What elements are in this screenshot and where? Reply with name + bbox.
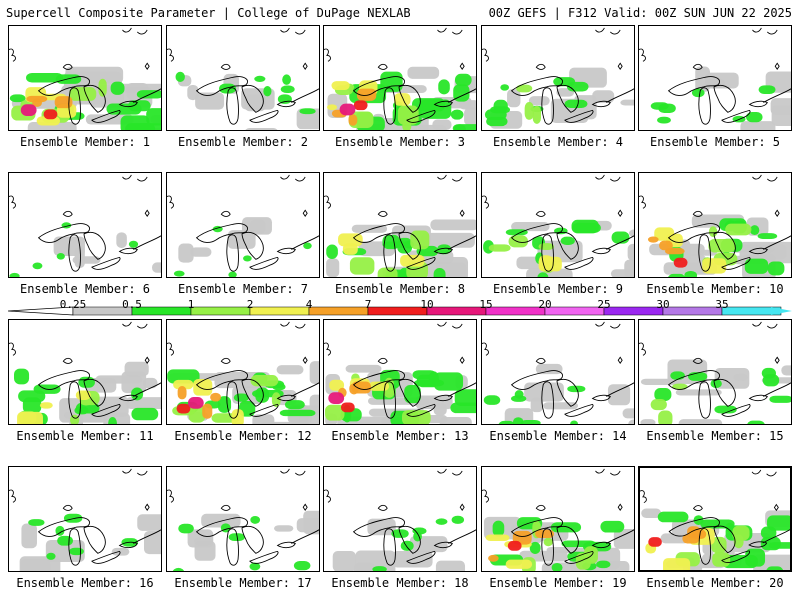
colorbar-tick-label: 10 xyxy=(420,298,434,311)
ensemble-map-20[interactable] xyxy=(638,466,792,572)
colorbar-segment xyxy=(662,306,723,316)
great-lakes-outline xyxy=(482,27,634,125)
ensemble-member-label: Ensemble Member: 2 xyxy=(177,135,309,149)
great-lakes-outline xyxy=(9,27,161,125)
ensemble-member-label: Ensemble Member: 1 xyxy=(19,135,151,149)
great-lakes-outline xyxy=(167,321,319,419)
colorbar-tick-label: 0.25 xyxy=(59,298,87,311)
colorbar-tick-label: 0.5 xyxy=(122,298,142,311)
ensemble-member-label: Ensemble Member: 8 xyxy=(334,282,466,296)
page-title: Supercell Composite Parameter | College … xyxy=(6,6,411,20)
great-lakes-outline xyxy=(482,174,634,272)
colorbar-segment xyxy=(367,306,428,316)
great-lakes-outline xyxy=(482,321,634,419)
ensemble-map-4[interactable] xyxy=(481,25,635,131)
ensemble-map-2[interactable] xyxy=(166,25,320,131)
ensemble-member-label: Ensemble Member: 15 xyxy=(646,429,784,443)
ensemble-map-15[interactable] xyxy=(638,319,792,425)
colorbar-segment xyxy=(426,306,487,316)
great-lakes-outline xyxy=(9,468,161,566)
ensemble-member-label: Ensemble Member: 5 xyxy=(649,135,781,149)
ensemble-member-label: Ensemble Member: 16 xyxy=(16,576,154,590)
ensemble-map-8[interactable] xyxy=(323,172,477,278)
colorbar-tick-label: 4 xyxy=(305,298,313,311)
colorbar-tick-label: 25 xyxy=(597,298,611,311)
colorbar xyxy=(8,306,792,316)
ensemble-member-label: Ensemble Member: 13 xyxy=(331,429,469,443)
colorbar-segment xyxy=(485,306,546,316)
ensemble-member-label: Ensemble Member: 12 xyxy=(174,429,312,443)
great-lakes-outline xyxy=(9,174,161,272)
ensemble-map-11[interactable] xyxy=(8,319,162,425)
ensemble-map-16[interactable] xyxy=(8,466,162,572)
colorbar-tick-label: 30 xyxy=(656,298,670,311)
ensemble-map-5[interactable] xyxy=(638,25,792,131)
great-lakes-outline xyxy=(324,27,476,125)
ensemble-member-label: Ensemble Member: 6 xyxy=(19,282,151,296)
colorbar-segment xyxy=(190,306,251,316)
ensemble-map-12[interactable] xyxy=(166,319,320,425)
great-lakes-outline xyxy=(324,174,476,272)
great-lakes-outline xyxy=(639,174,791,272)
colorbar-segment xyxy=(544,306,605,316)
great-lakes-outline xyxy=(9,321,161,419)
ensemble-map-13[interactable] xyxy=(323,319,477,425)
colorbar-tick-label: 7 xyxy=(364,298,372,311)
colorbar-tick-label: 2 xyxy=(246,298,254,311)
ensemble-member-label: Ensemble Member: 20 xyxy=(646,576,784,590)
ensemble-map-1[interactable] xyxy=(8,25,162,131)
colorbar-segment xyxy=(308,306,369,316)
ensemble-member-label: Ensemble Member: 3 xyxy=(334,135,466,149)
ensemble-member-label: Ensemble Member: 11 xyxy=(16,429,154,443)
great-lakes-outline xyxy=(640,469,790,565)
colorbar-segment xyxy=(249,306,310,316)
ensemble-map-7[interactable] xyxy=(166,172,320,278)
ensemble-member-label: Ensemble Member: 14 xyxy=(489,429,627,443)
great-lakes-outline xyxy=(324,468,476,566)
great-lakes-outline xyxy=(639,27,791,125)
colorbar-tick-label: 1 xyxy=(187,298,195,311)
ensemble-map-17[interactable] xyxy=(166,466,320,572)
colorbar-tick-label: 35 xyxy=(715,298,729,311)
colorbar-tick-label: 20 xyxy=(538,298,552,311)
ensemble-member-label: Ensemble Member: 7 xyxy=(177,282,309,296)
great-lakes-outline xyxy=(167,468,319,566)
ensemble-map-9[interactable] xyxy=(481,172,635,278)
ensemble-member-label: Ensemble Member: 4 xyxy=(492,135,624,149)
great-lakes-outline xyxy=(639,321,791,419)
ensemble-map-14[interactable] xyxy=(481,319,635,425)
ensemble-member-label: Ensemble Member: 19 xyxy=(489,576,627,590)
ensemble-map-6[interactable] xyxy=(8,172,162,278)
ensemble-map-19[interactable] xyxy=(481,466,635,572)
ensemble-map-10[interactable] xyxy=(638,172,792,278)
ensemble-member-label: Ensemble Member: 18 xyxy=(331,576,469,590)
ensemble-map-3[interactable] xyxy=(323,25,477,131)
great-lakes-outline xyxy=(482,468,634,566)
ensemble-map-18[interactable] xyxy=(323,466,477,572)
run-info: 00Z GEFS | F312 Valid: 00Z SUN JUN 22 20… xyxy=(488,6,792,20)
great-lakes-outline xyxy=(167,27,319,125)
colorbar-tick-label: 15 xyxy=(479,298,493,311)
colorbar-segment xyxy=(603,306,664,316)
great-lakes-outline xyxy=(167,174,319,272)
ensemble-member-label: Ensemble Member: 17 xyxy=(174,576,312,590)
colorbar-right-arrow xyxy=(771,307,792,315)
ensemble-member-label: Ensemble Member: 10 xyxy=(646,282,784,296)
great-lakes-outline xyxy=(324,321,476,419)
ensemble-member-label: Ensemble Member: 9 xyxy=(492,282,624,296)
